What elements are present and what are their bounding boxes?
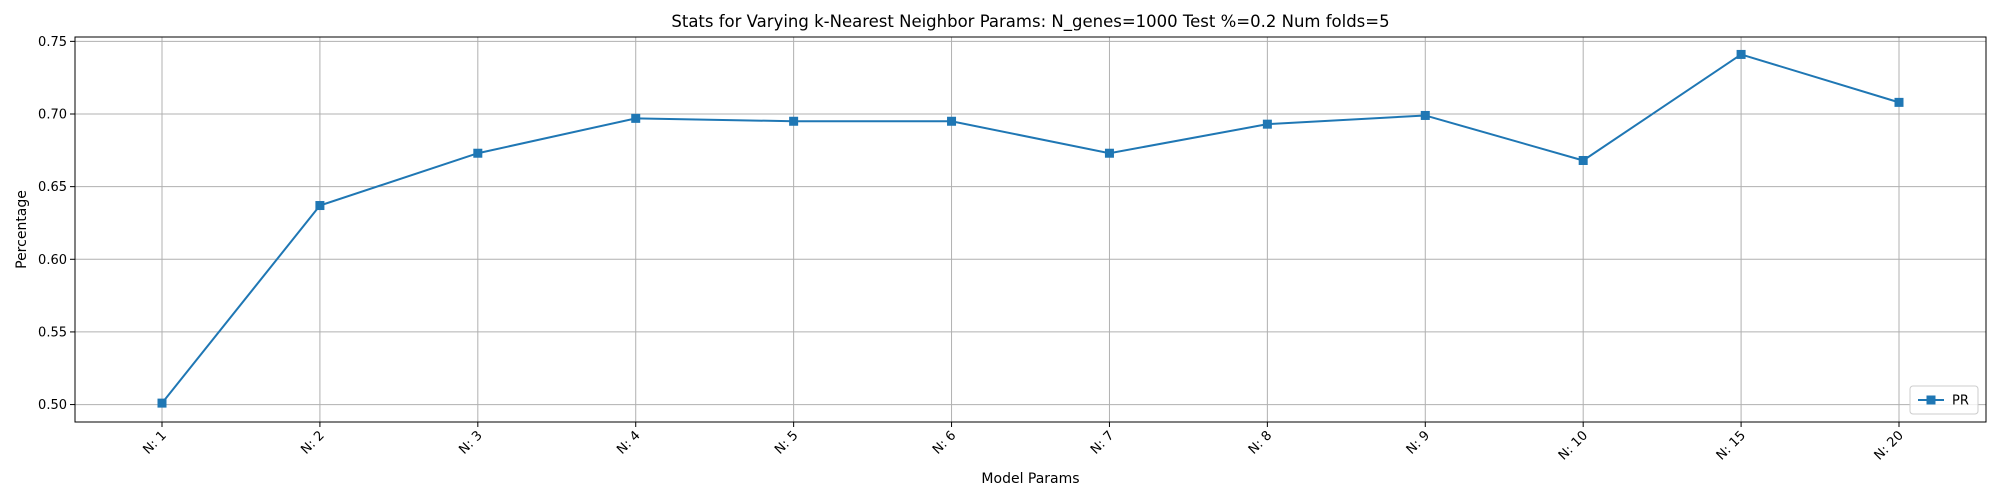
x-axis-label: Model Params — [981, 471, 1079, 487]
y-tick-label: 0.55 — [38, 325, 67, 340]
x-tick-label: N: 10 — [1556, 428, 1591, 463]
x-tick-label: N: 3 — [456, 428, 485, 457]
data-point-marker — [947, 116, 957, 126]
y-tick-label: 0.65 — [38, 180, 67, 195]
series-line-pr — [161, 53, 1900, 404]
chart-title: Stats for Varying k-Nearest Neighbor Par… — [671, 12, 1389, 32]
y-tick-label: 0.75 — [38, 35, 67, 50]
x-tick-label: N: 6 — [930, 428, 959, 457]
x-tick-label: N: 1 — [140, 428, 169, 457]
plot-frame — [74, 36, 1987, 423]
data-point-marker — [1262, 119, 1272, 129]
x-tick-label: N: 8 — [1246, 428, 1275, 457]
series-layer — [157, 49, 1904, 408]
x-tick-label: N: 7 — [1088, 428, 1117, 457]
legend: PR — [1909, 385, 1979, 415]
data-point-marker — [315, 201, 325, 211]
y-tick-label: 0.60 — [38, 253, 67, 268]
x-tick-label: N: 9 — [1404, 428, 1433, 457]
legend-label: PR — [1952, 394, 1969, 409]
x-tick-label: N: 5 — [772, 428, 801, 457]
data-point-marker — [1894, 97, 1904, 107]
data-point-marker — [473, 148, 483, 158]
x-tick-label: N: 2 — [298, 428, 327, 457]
y-tick-label: 0.70 — [38, 108, 67, 123]
data-point-marker — [1420, 110, 1430, 120]
data-point-marker — [789, 116, 799, 126]
x-tick-label: N: 15 — [1714, 428, 1749, 463]
y-axis-label: Percentage — [14, 190, 30, 269]
y-tick-label: 0.50 — [38, 398, 67, 413]
data-point-marker — [1578, 155, 1588, 165]
legend-marker — [1926, 395, 1936, 405]
data-point-marker — [1104, 148, 1114, 158]
x-tick-label: N: 4 — [614, 428, 643, 457]
axes: 0.50 0.55 0.60 0.65 0.70 0.75 N: 1 N: 2 N: 3 N: 4… — [38, 35, 1987, 463]
data-point-marker — [157, 398, 167, 408]
data-point-marker — [1736, 49, 1746, 59]
data-point-marker — [631, 113, 641, 123]
grid-lines — [75, 37, 1986, 422]
x-tick-label: N: 20 — [1872, 428, 1907, 463]
